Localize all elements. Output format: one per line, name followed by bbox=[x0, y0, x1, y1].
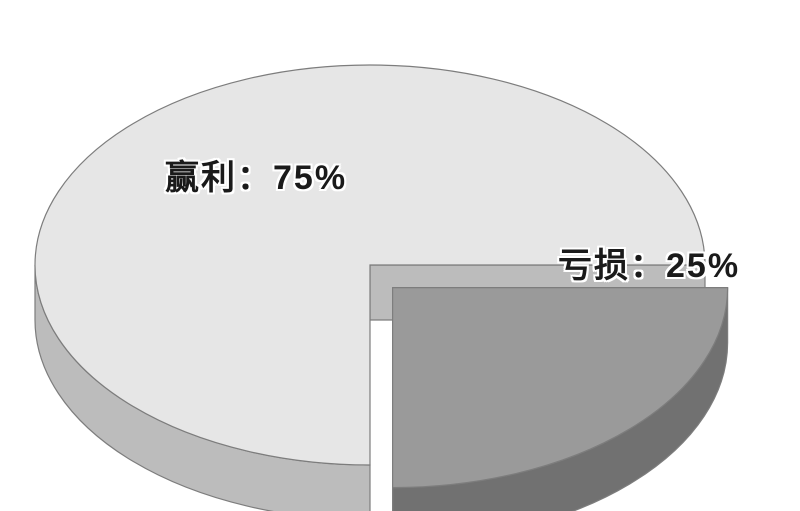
slice-label-loss: 亏损：25% bbox=[558, 238, 740, 287]
slice-label-profit: 赢利：75% bbox=[165, 150, 347, 199]
slice-loss bbox=[393, 288, 728, 488]
pie-chart-3d: 赢利：75% 亏损：25% bbox=[0, 0, 800, 511]
